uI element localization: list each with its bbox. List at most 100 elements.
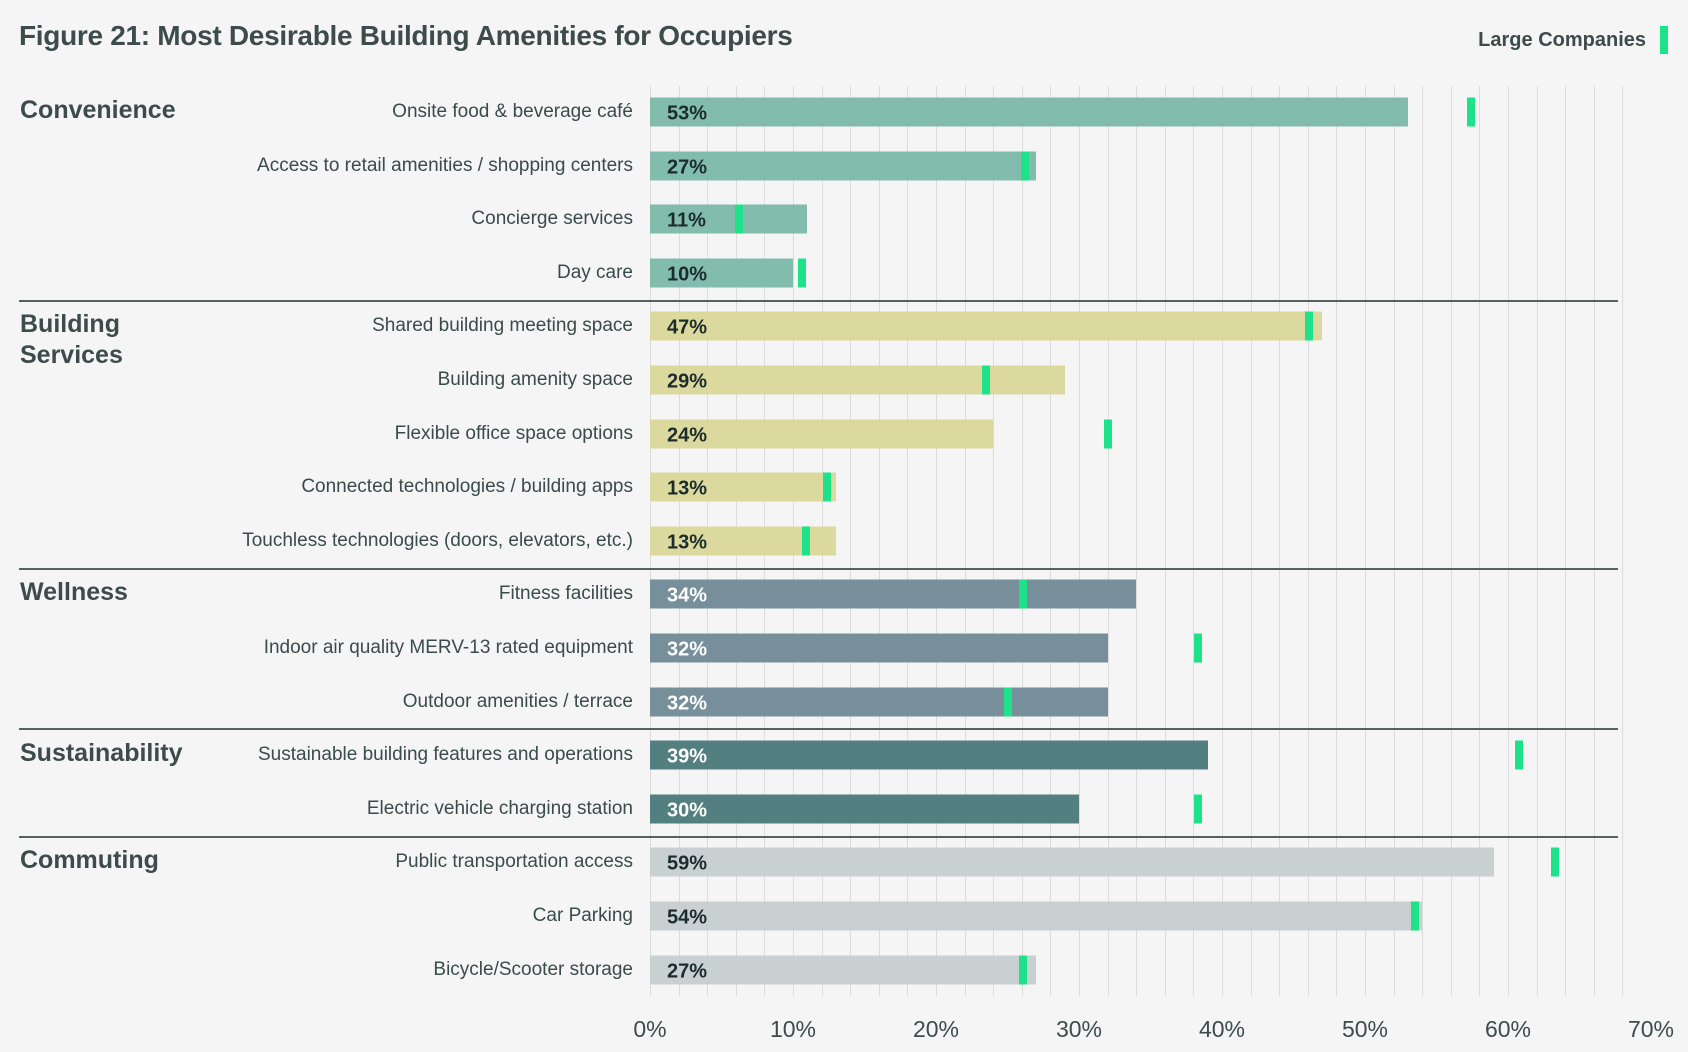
large-companies-marker [823, 472, 832, 502]
large-companies-marker [1193, 633, 1202, 663]
gridline [1079, 86, 1080, 996]
gridline [1422, 86, 1424, 996]
row-label: Sustainable building features and operat… [258, 744, 633, 766]
large-companies-marker [1551, 847, 1560, 877]
group-label: Commuting [20, 846, 159, 875]
large-companies-marker [1103, 419, 1112, 449]
gridline [907, 86, 909, 996]
large-companies-marker [1003, 687, 1012, 717]
large-companies-marker [1193, 794, 1202, 824]
gridline [1222, 86, 1223, 996]
data-label: 59% [667, 852, 708, 875]
bar: 39% [650, 740, 1208, 770]
bar: 30% [650, 794, 1079, 824]
row-label: Concierge services [471, 208, 633, 230]
bar: 10% [650, 258, 793, 288]
large-companies-marker [1019, 955, 1028, 985]
x-tick-label: 60% [1484, 1016, 1532, 1042]
data-label: 47% [667, 316, 708, 339]
gridline [1021, 86, 1023, 996]
group-separator [19, 728, 1618, 731]
x-tick-label: 70% [1627, 1016, 1675, 1042]
row-label: Fitness facilities [498, 583, 633, 605]
gridline [1565, 86, 1567, 996]
row-label: Onsite food & beverage café [392, 101, 633, 122]
x-tick-label: 30% [1055, 1016, 1103, 1042]
bar: 27% [650, 151, 1037, 181]
group-label: Building Services [20, 310, 123, 370]
row-label: Connected technologies / building apps [301, 476, 633, 498]
gridline [1508, 86, 1509, 996]
row-label: Building amenity space [437, 369, 633, 390]
bar: 59% [650, 847, 1494, 877]
gridline [1450, 86, 1452, 996]
legend-label: Large Companies [1478, 28, 1646, 51]
gridline [1593, 86, 1595, 996]
large-companies-marker [1411, 901, 1420, 931]
gridline [1279, 86, 1281, 996]
legend: Large Companies [1478, 26, 1668, 54]
gridline [993, 86, 995, 996]
data-label: 54% [667, 906, 708, 929]
bar: 27% [650, 955, 1037, 985]
gridline [1193, 86, 1195, 996]
group-separator [19, 567, 1618, 570]
gridline [1107, 86, 1109, 996]
large-companies-marker [1020, 151, 1029, 181]
data-label: 39% [667, 745, 708, 768]
gridline [1336, 86, 1338, 996]
data-label: 10% [667, 263, 708, 286]
row-label: Car Parking [532, 905, 633, 926]
gridline [878, 86, 880, 996]
x-tick-label: 40% [1198, 1016, 1246, 1042]
gridline [1622, 86, 1624, 996]
data-label: 13% [667, 531, 708, 554]
gridline [1307, 86, 1309, 996]
group-label: Convenience [20, 96, 176, 124]
bar: 47% [650, 311, 1323, 341]
large-companies-marker [1466, 97, 1475, 127]
x-tick-label: 10% [769, 1016, 817, 1042]
group-label: Wellness [20, 578, 128, 607]
large-companies-marker [801, 526, 810, 556]
bar: 32% [650, 633, 1108, 663]
data-label: 27% [667, 156, 708, 179]
data-label: 27% [667, 960, 708, 983]
large-companies-marker [1515, 740, 1524, 770]
gridline [1050, 86, 1052, 996]
bar: 34% [650, 579, 1137, 609]
data-label: 32% [667, 692, 708, 715]
data-label: 24% [667, 424, 708, 447]
gridline [1365, 86, 1366, 996]
bar: 11% [650, 204, 808, 234]
gridline [936, 86, 937, 996]
row-label: Access to retail amenities / shopping ce… [257, 154, 633, 176]
row-label: Bicycle/Scooter storage [433, 958, 633, 980]
bar: 53% [650, 97, 1408, 127]
gridline [850, 86, 852, 996]
x-tick-label: 20% [912, 1016, 960, 1042]
gridline [964, 86, 966, 996]
row-label: Indoor air quality MERV-13 rated equipme… [263, 637, 633, 658]
chart-title: Figure 21: Most Desirable Building Ameni… [19, 20, 793, 51]
gridline [1250, 86, 1252, 996]
gridline [1393, 86, 1395, 996]
row-label: Shared building meeting space [372, 315, 633, 337]
data-label: 29% [667, 370, 708, 393]
row-label: Outdoor amenities / terrace [402, 690, 633, 712]
large-companies-marker [1305, 311, 1314, 341]
row-label: Touchless technologies (doors, elevators… [242, 529, 633, 551]
large-companies-marker [1019, 579, 1028, 609]
gridline [1536, 86, 1538, 996]
bar: 29% [650, 365, 1065, 395]
group-separator [19, 299, 1618, 302]
gridline [1164, 86, 1166, 996]
large-companies-marker [982, 365, 991, 395]
x-tick-label: 50% [1341, 1016, 1389, 1042]
row-label: Flexible office space options [394, 422, 633, 444]
data-label: 13% [667, 477, 708, 500]
legend-marker-icon [1660, 26, 1668, 54]
row-label: Electric vehicle charging station [366, 797, 633, 819]
gridline [1136, 86, 1138, 996]
gridline [1479, 86, 1481, 996]
